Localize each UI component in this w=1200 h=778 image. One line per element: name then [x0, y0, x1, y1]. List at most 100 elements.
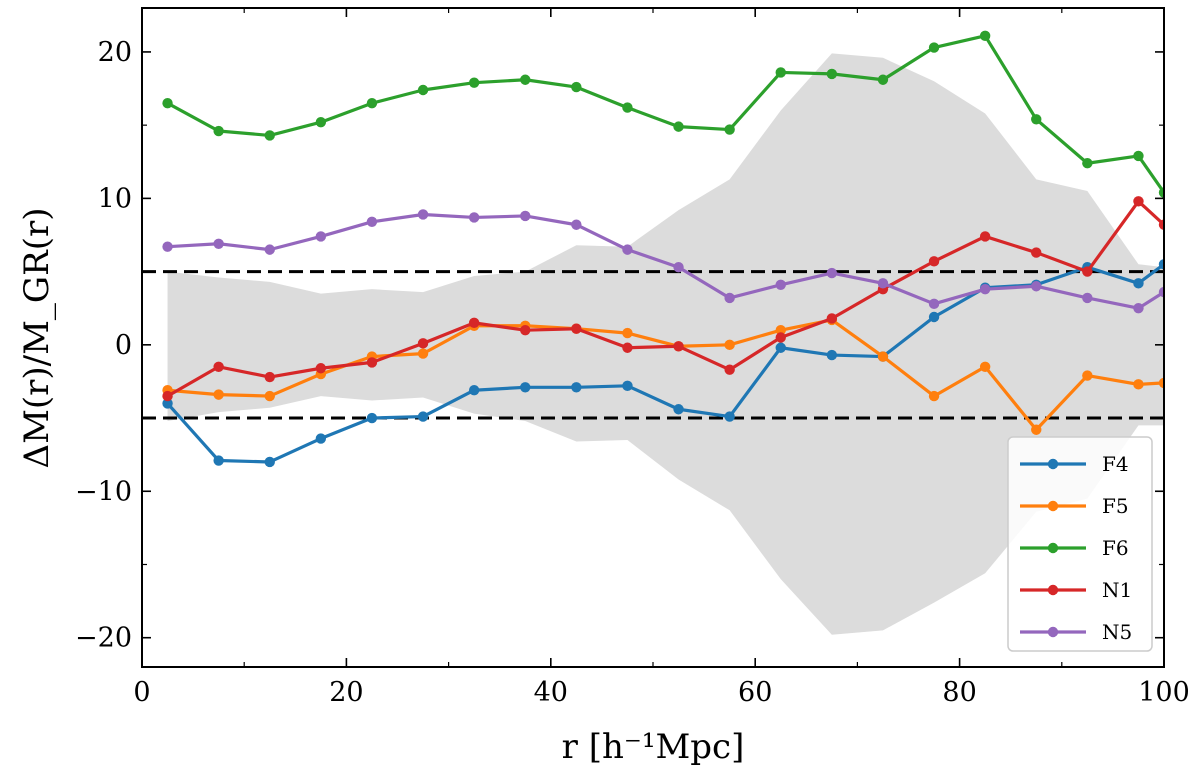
data-point-f6	[264, 130, 275, 141]
x-tick-label: 100	[1138, 677, 1190, 708]
data-point-f6	[315, 117, 327, 128]
data-point-n5	[775, 279, 786, 290]
data-point-n5	[417, 209, 429, 220]
data-point-f5	[417, 348, 429, 359]
data-point-f6	[724, 124, 735, 135]
data-point-n1	[264, 371, 275, 383]
data-point-n1	[1082, 266, 1093, 277]
y-tick-label: 0	[115, 330, 132, 361]
data-point-f5	[1133, 379, 1144, 390]
data-point-f4	[673, 404, 684, 415]
data-point-n5	[1031, 281, 1042, 292]
data-point-n1	[1158, 219, 1164, 230]
reference-lines-layer	[142, 270, 1164, 420]
data-point-n1	[1031, 247, 1042, 258]
data-point-f4	[826, 349, 838, 361]
data-point-f4	[366, 412, 378, 424]
data-point-f6	[366, 97, 378, 109]
data-point-n1	[213, 361, 224, 372]
series-f6	[162, 30, 1164, 198]
data-point-f4	[468, 385, 480, 396]
x-axis-label: r [h⁻¹Mpc]	[562, 727, 745, 767]
y-tick-label: −20	[75, 623, 132, 654]
data-point-f5	[213, 389, 224, 400]
data-point-n5	[571, 219, 582, 230]
x-tick-label: 0	[133, 677, 150, 708]
data-point-f5	[1158, 377, 1164, 389]
data-point-n1	[979, 231, 991, 242]
data-point-f4	[315, 433, 327, 444]
data-point-f4	[775, 342, 786, 353]
x-tick-label: 20	[329, 677, 363, 708]
data-point-f5	[1031, 424, 1042, 435]
data-point-f5	[622, 327, 633, 339]
data-point-n5	[162, 241, 173, 252]
data-point-n1	[775, 332, 786, 343]
data-point-n5	[1133, 303, 1144, 314]
data-point-n5	[264, 244, 275, 255]
data-point-n5	[520, 210, 531, 222]
data-point-f6	[417, 84, 429, 96]
data-point-f6	[877, 74, 889, 85]
data-point-f6	[1082, 158, 1093, 169]
legend-label: F4	[1102, 452, 1129, 476]
legend-swatch-marker	[1047, 626, 1059, 638]
data-point-f5	[724, 339, 735, 351]
legend: F4 F5 F6 N1 N5	[1007, 436, 1153, 652]
data-point-f6	[775, 67, 786, 78]
data-point-f4	[622, 380, 633, 392]
data-point-n5	[366, 216, 378, 228]
data-point-f6	[162, 97, 173, 109]
data-point-n5	[979, 283, 991, 295]
legend-swatch-marker	[1047, 500, 1059, 512]
legend-swatch-marker	[1047, 584, 1059, 596]
y-tick-label: −10	[75, 476, 132, 507]
data-point-f5	[877, 351, 889, 362]
data-point-f6	[1133, 150, 1144, 162]
data-point-f6	[826, 68, 838, 80]
legend-item-n5: N5	[1020, 620, 1132, 644]
y-tick-label: 20	[98, 37, 132, 68]
legend-swatch-marker	[1047, 542, 1059, 554]
data-point-n5	[826, 267, 838, 279]
data-point-f6	[1158, 187, 1164, 198]
data-point-n1	[520, 324, 531, 336]
data-point-f6	[622, 102, 633, 113]
data-point-f6	[520, 74, 531, 85]
data-point-f6	[928, 42, 940, 53]
legend-item-f4: F4	[1020, 452, 1129, 476]
legend-swatch-marker	[1047, 458, 1059, 470]
data-point-f6	[571, 81, 582, 93]
data-point-n1	[1133, 196, 1144, 207]
data-point-n1	[366, 357, 378, 368]
legend-item-f5: F5	[1020, 494, 1129, 518]
data-point-f6	[1031, 114, 1042, 125]
data-point-f4	[417, 411, 429, 422]
series-n5	[162, 209, 1164, 314]
data-point-f6	[979, 30, 991, 42]
data-point-n1	[673, 341, 684, 352]
tick-layer: 0 20 40 60 80 100 −20 −10 0 10 20	[75, 8, 1190, 708]
data-point-n1	[417, 338, 429, 349]
data-point-f4	[213, 455, 224, 466]
data-point-f4	[1133, 278, 1144, 289]
data-point-n5	[1158, 286, 1164, 298]
legend-label: F6	[1102, 536, 1129, 560]
series-layer	[162, 30, 1164, 468]
data-point-f4	[264, 456, 275, 468]
legend-item-n1: N1	[1020, 578, 1132, 602]
data-point-f5	[775, 324, 786, 336]
data-point-n5	[673, 262, 684, 273]
y-axis-label: ΔM(r)/M_GR(r)	[17, 208, 57, 469]
data-point-f4	[1158, 259, 1164, 270]
data-point-n5	[1082, 292, 1093, 304]
data-point-n1	[571, 323, 582, 334]
x-tick-label: 40	[534, 677, 568, 708]
legend-box	[1007, 436, 1153, 652]
series-n1	[162, 196, 1164, 402]
data-point-n1	[928, 256, 940, 267]
y-tick-label: 10	[98, 183, 132, 214]
data-point-n1	[468, 317, 480, 329]
data-point-f6	[468, 77, 480, 88]
